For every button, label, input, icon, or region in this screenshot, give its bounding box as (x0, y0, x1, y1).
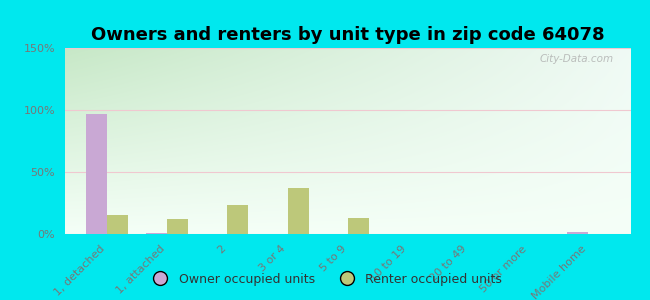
Bar (107, 215, 128, 234)
Bar (86, 114, 107, 234)
Bar (567, 232, 588, 234)
Bar (287, 188, 309, 234)
Text: City-Data.com: City-Data.com (540, 54, 614, 64)
Legend: Owner occupied units, Renter occupied units: Owner occupied units, Renter occupied un… (143, 268, 507, 291)
Bar (167, 219, 188, 234)
Title: Owners and renters by unit type in zip code 64078: Owners and renters by unit type in zip c… (91, 26, 604, 44)
Bar (146, 233, 167, 234)
Bar (227, 206, 248, 234)
Bar (348, 218, 369, 234)
